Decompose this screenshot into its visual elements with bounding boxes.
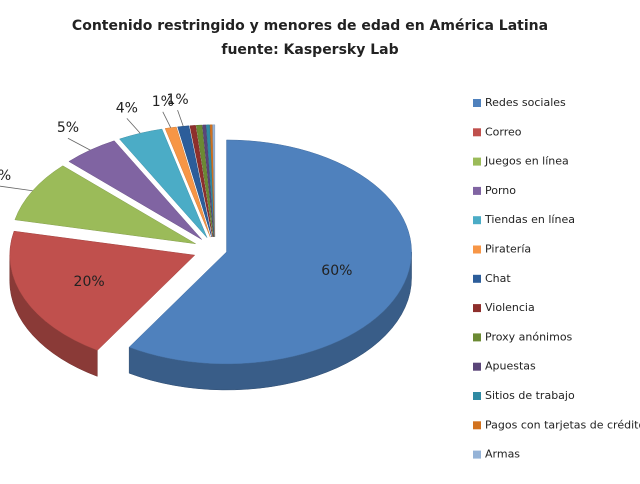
legend-swatch (473, 128, 481, 137)
leader-line (177, 110, 184, 127)
legend-swatch (473, 392, 481, 400)
data-labels: 60% 20% 9% 5% 4% 1%1% (0, 92, 352, 290)
legend-label: Chat (485, 272, 511, 285)
data-label: 5% (57, 120, 79, 136)
legend-swatch (473, 99, 481, 107)
slice (119, 128, 208, 238)
legend-label: Violencia (485, 301, 535, 314)
chart-title: Contenido restringido y menores de edad … (72, 18, 548, 34)
legend-label: Juegos en línea (484, 155, 569, 168)
legend-swatch (473, 274, 481, 283)
slice (202, 124, 215, 237)
slice (212, 124, 216, 237)
slice (68, 140, 202, 240)
legend-label: Apuestas (485, 360, 536, 373)
legend-label: Correo (485, 125, 522, 138)
slice (209, 124, 215, 237)
slice (9, 230, 196, 351)
slice (189, 125, 213, 237)
legend: Redes sociales Correo Juegos en línea Porno… (473, 96, 640, 461)
data-label: 9% (0, 168, 11, 184)
legend-swatch (473, 186, 481, 195)
legend-swatch (473, 304, 481, 313)
legend-label: Tiendas en línea (484, 213, 575, 226)
leader-line (162, 111, 172, 128)
slice (206, 124, 215, 237)
legend-label: Pagos con tarjetas de crédito (485, 418, 640, 431)
legend-swatch (473, 362, 481, 371)
legend-label: Redes sociales (485, 96, 566, 109)
legend-swatch (473, 245, 481, 254)
slice-tops (9, 124, 412, 365)
leader-line (126, 118, 141, 134)
legend-label: Proxy anónimos (485, 330, 573, 343)
legend-swatch (473, 450, 481, 459)
data-label: 1% (152, 94, 174, 110)
slice (128, 139, 412, 365)
data-label: 1% (166, 92, 188, 108)
data-label: 60% (321, 263, 352, 279)
data-label: 20% (74, 274, 105, 290)
slice (195, 124, 214, 237)
legend-swatch (473, 333, 481, 342)
legend-label: Sitios de trabajo (485, 389, 575, 402)
legend-swatch (473, 216, 481, 225)
legend-label: Piratería (485, 243, 531, 256)
legend-label: Porno (485, 184, 516, 197)
legend-label: Armas (485, 448, 520, 461)
chart-subtitle: fuente: Kaspersky Lab (221, 42, 398, 58)
legend-swatch (473, 421, 481, 430)
leader-line (67, 137, 91, 151)
legend-swatch (473, 157, 481, 166)
leader-line (0, 185, 33, 192)
data-label: 4% (116, 100, 138, 116)
